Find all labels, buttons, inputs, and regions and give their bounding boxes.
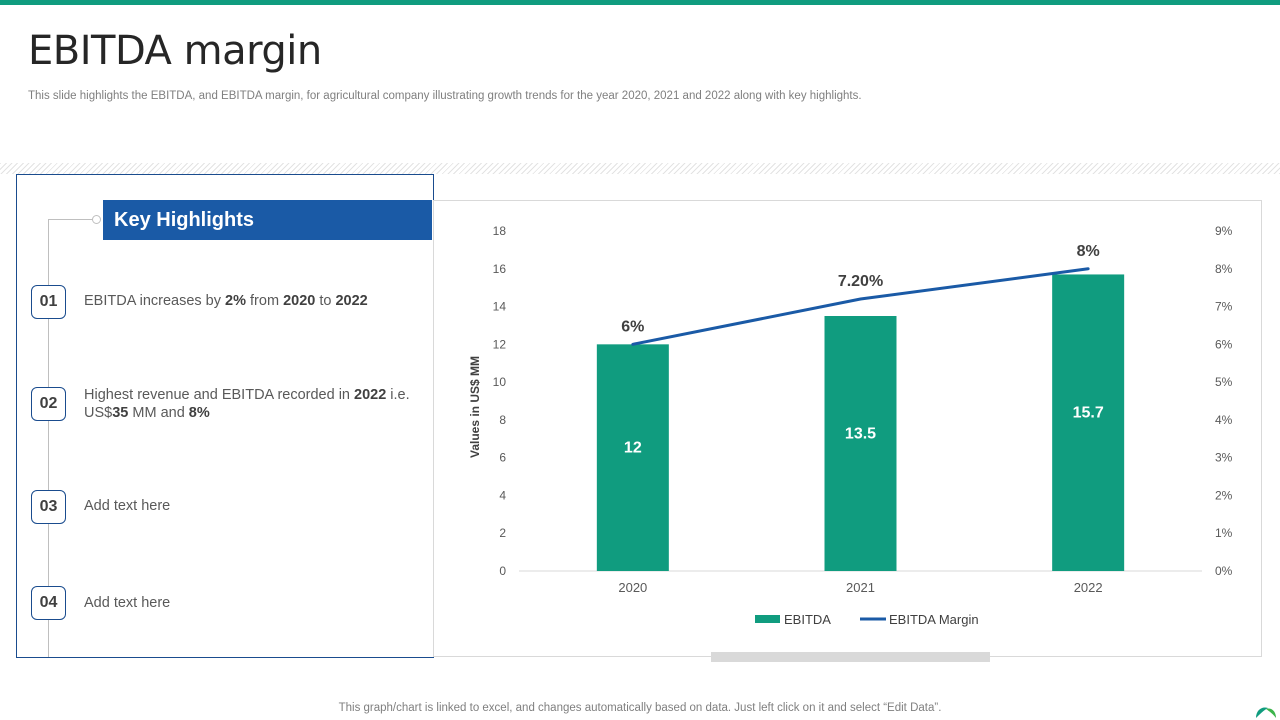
highlight-text-03: Add text here: [84, 497, 414, 515]
highlight-text-run: i.e. US$: [84, 387, 410, 421]
y-axis-title: Values in US$ MM: [468, 356, 482, 458]
leaf-logo-icon: [1256, 707, 1276, 718]
bar-ebitda: [1052, 274, 1125, 571]
highlight-number-04: 04: [31, 586, 66, 620]
y-tick-label: 14: [493, 300, 507, 314]
bar-data-label: 13.5: [845, 426, 876, 443]
highlight-text-run: Add text here: [84, 498, 171, 514]
x-tick-label: 2020: [618, 580, 647, 595]
highlight-number-03: 03: [31, 490, 66, 524]
bar-data-label: 12: [624, 440, 642, 457]
y2-tick-label: 1%: [1215, 526, 1233, 540]
highlight-text-run: 2022: [335, 293, 368, 309]
highlight-text-run: from: [246, 293, 284, 309]
y2-tick-label: 4%: [1215, 413, 1233, 427]
bar-ebitda: [596, 344, 669, 571]
highlight-text-01: EBITDA increases by 2% from 2020 to 2022: [84, 292, 414, 310]
legend-swatch-ebitda: [755, 615, 780, 623]
hatched-divider: [0, 163, 1280, 174]
line-data-label: 6%: [621, 318, 644, 335]
legend-label-ebitda: EBITDA: [784, 612, 831, 627]
y2-tick-label: 6%: [1215, 337, 1233, 351]
timeline-connector: [48, 219, 96, 220]
y2-tick-label: 0%: [1215, 564, 1233, 578]
bar-data-label: 15.7: [1073, 405, 1104, 422]
y2-tick-label: 7%: [1215, 300, 1233, 314]
highlight-text-run: 2022: [354, 387, 387, 403]
highlight-text-run: to: [315, 293, 336, 309]
y-tick-label: 4: [499, 488, 506, 502]
highlight-text-run: 2020: [283, 293, 316, 309]
highlight-text-run: Highest revenue and EBITDA recorded in: [84, 387, 355, 403]
timeline-line: [48, 219, 49, 657]
highlight-text-run: Add text here: [84, 595, 171, 611]
legend-label-margin: EBITDA Margin: [889, 612, 979, 627]
x-tick-label: 2021: [846, 580, 875, 595]
key-highlights-panel: [16, 174, 434, 658]
highlight-number-01: 01: [31, 285, 66, 319]
y2-tick-label: 8%: [1215, 262, 1233, 276]
line-data-label: 7.20%: [838, 273, 883, 290]
y-tick-label: 16: [493, 262, 507, 276]
y2-tick-label: 3%: [1215, 451, 1233, 465]
y-tick-label: 18: [493, 224, 507, 238]
highlight-text-02: Highest revenue and EBITDA recorded in 2…: [84, 386, 414, 422]
chart-scrollbar[interactable]: [711, 652, 990, 662]
y2-tick-label: 9%: [1215, 224, 1233, 238]
timeline-dot: [92, 215, 101, 224]
y-tick-label: 6: [499, 451, 506, 465]
highlight-text-run: 35: [112, 405, 129, 421]
x-tick-label: 2022: [1074, 580, 1103, 595]
y-tick-label: 10: [493, 375, 507, 389]
y-tick-label: 8: [499, 413, 506, 427]
line-ebitda-margin: [631, 267, 1090, 346]
highlight-text-run: MM and: [128, 405, 189, 421]
key-highlights-heading: Key Highlights: [103, 200, 432, 240]
y-tick-label: 0: [499, 564, 506, 578]
y2-tick-label: 5%: [1215, 375, 1233, 389]
highlight-text-run: EBITDA increases by: [84, 293, 226, 309]
highlight-number-02: 02: [31, 387, 66, 421]
highlight-text-run: 2%: [225, 293, 246, 309]
highlight-text-run: 8%: [188, 405, 210, 421]
top-accent-bar: [0, 0, 1280, 5]
page-subtitle: This slide highlights the EBITDA, and EB…: [28, 90, 862, 102]
line-data-label: 8%: [1077, 243, 1100, 260]
page-title: EBITDA margin: [28, 28, 322, 74]
footnote: This graph/chart is linked to excel, and…: [338, 702, 942, 714]
highlight-text-04: Add text here: [84, 594, 414, 612]
y-tick-label: 2: [499, 526, 506, 540]
y-tick-label: 12: [493, 337, 507, 351]
bar-ebitda: [824, 316, 897, 571]
y2-tick-label: 2%: [1215, 488, 1233, 502]
